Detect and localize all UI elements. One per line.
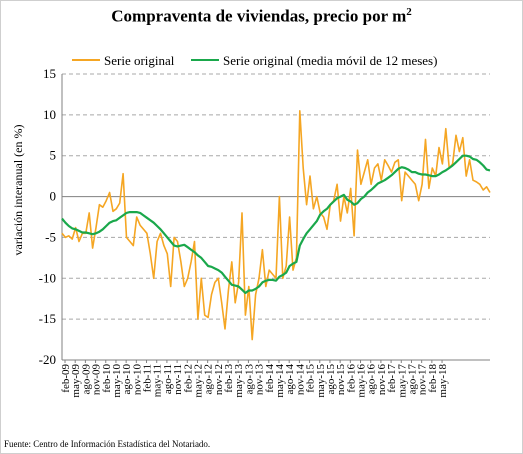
y-tick-labels: -20 -15 -10 -5 0 5 10 15 bbox=[39, 66, 56, 367]
x-tick-label: ago-14 bbox=[284, 364, 296, 395]
x-tick-label: may-12 bbox=[192, 364, 204, 398]
x-tick-label: may-13 bbox=[233, 364, 245, 398]
legend: Serie original Serie original (media móvi… bbox=[72, 53, 437, 68]
grid-lines bbox=[62, 73, 490, 320]
x-tick-label: feb-13 bbox=[223, 364, 235, 393]
y-tick-label: 10 bbox=[43, 107, 56, 122]
x-tick-label: may-14 bbox=[274, 364, 286, 398]
x-tick-label: ago-09 bbox=[80, 364, 92, 395]
x-tick-label: ago-17 bbox=[406, 364, 418, 395]
x-tick-label: feb-18 bbox=[427, 364, 439, 393]
x-tick-label: may-09 bbox=[70, 364, 82, 398]
x-tick-label: nov-12 bbox=[213, 364, 225, 395]
x-tick-label: ago-12 bbox=[203, 364, 215, 395]
x-tick-label: feb-15 bbox=[305, 364, 317, 393]
x-tick-label: nov-15 bbox=[335, 364, 347, 396]
x-tick-label: ago-13 bbox=[243, 364, 255, 395]
series-lines bbox=[61, 110, 491, 341]
x-tick-label: feb-14 bbox=[264, 364, 276, 393]
x-tick-label: nov-11 bbox=[172, 364, 184, 395]
x-tick-label: nov-13 bbox=[254, 364, 266, 396]
x-tick-label: may-18 bbox=[437, 364, 449, 398]
legend-label: Serie original (media móvil de 12 meses) bbox=[223, 53, 437, 68]
x-tick-label: nov-09 bbox=[91, 364, 103, 396]
x-tick-label: may-15 bbox=[315, 364, 327, 398]
x-tick-label: feb-11 bbox=[142, 364, 154, 392]
x-tick-label: ago-10 bbox=[121, 364, 133, 395]
x-tick-label: may-17 bbox=[396, 364, 408, 398]
x-tick-label: nov-16 bbox=[376, 364, 388, 396]
x-tick-label: nov-14 bbox=[294, 364, 306, 396]
x-tick-label: ago-16 bbox=[366, 364, 378, 395]
x-tick-label: nov-17 bbox=[417, 364, 429, 396]
x-tick-label: feb-16 bbox=[345, 364, 357, 393]
x-tick-label: ago-11 bbox=[162, 364, 174, 394]
source-note: Fuente: Centro de Información Estadístic… bbox=[4, 439, 211, 449]
y-tick-label: -10 bbox=[39, 270, 56, 285]
x-tick-label: feb-10 bbox=[101, 364, 113, 393]
chart-title: Compraventa de viviendas, precio por m2 bbox=[111, 6, 412, 26]
y-tick-label: 0 bbox=[50, 189, 57, 204]
y-tick-label: -5 bbox=[45, 229, 56, 244]
y-axis-label: variación interanual (en %) bbox=[11, 125, 25, 256]
x-tick-labels: feb-09may-09ago-09nov-09feb-10may-10ago-… bbox=[60, 364, 449, 398]
axes bbox=[61, 74, 490, 363]
y-tick-label: 15 bbox=[43, 66, 56, 81]
x-tick-label: ago-15 bbox=[325, 364, 337, 395]
legend-label: Serie original bbox=[104, 53, 175, 68]
y-tick-label: -20 bbox=[39, 352, 56, 367]
x-tick-label: may-11 bbox=[152, 364, 164, 397]
series-line-original bbox=[61, 110, 491, 341]
x-tick-label: nov-10 bbox=[131, 364, 143, 396]
y-tick-label: -15 bbox=[39, 311, 56, 326]
x-tick-label: feb-17 bbox=[386, 364, 398, 393]
x-tick-label: may-16 bbox=[356, 364, 368, 398]
x-tick-label: feb-09 bbox=[60, 364, 72, 393]
x-tick-label: feb-12 bbox=[182, 364, 194, 393]
x-tick-label: may-10 bbox=[111, 364, 123, 398]
series-line-moving-average bbox=[61, 154, 491, 295]
y-tick-label: 5 bbox=[50, 148, 57, 163]
